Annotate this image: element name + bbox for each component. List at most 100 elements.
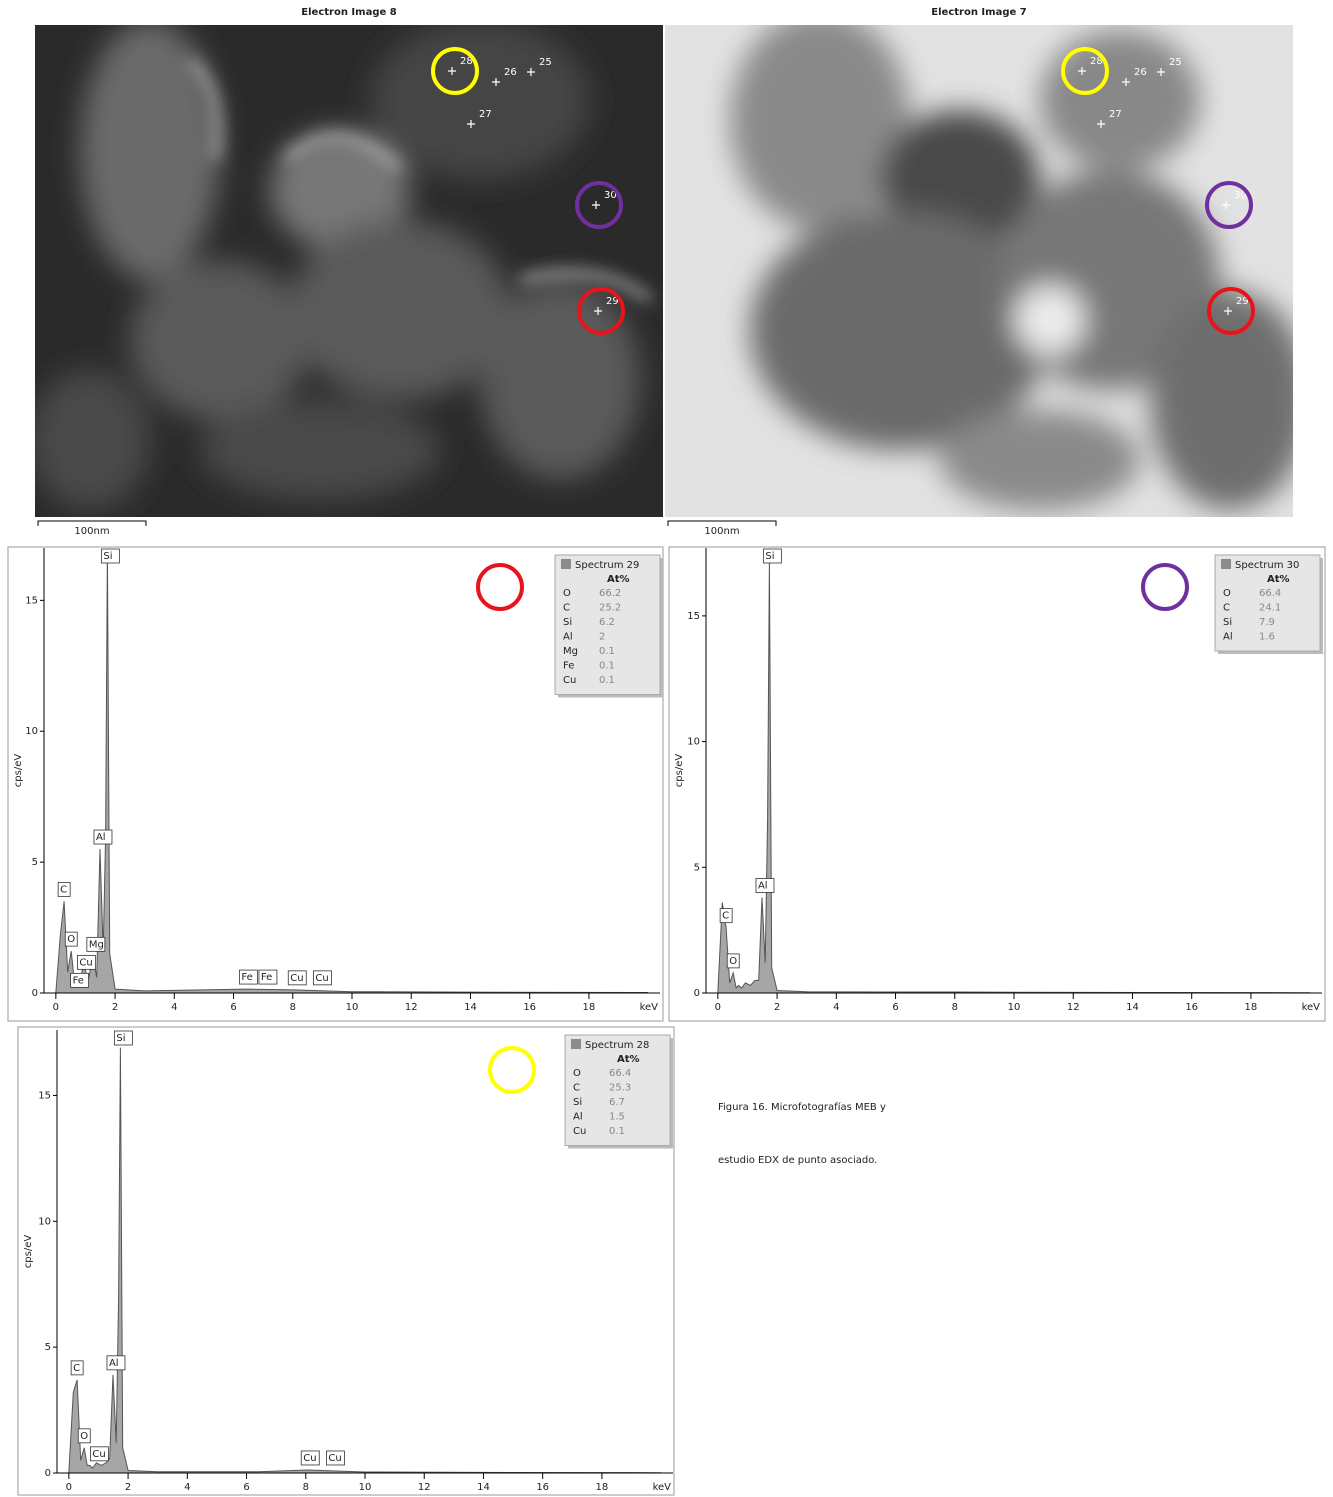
point-label: 27	[1109, 109, 1122, 120]
y-tick-label: 0	[694, 988, 700, 999]
peak-label: Cu	[328, 1453, 341, 1464]
peak-label: Cu	[79, 957, 92, 968]
x-tick-label: 18	[596, 1482, 609, 1493]
x-axis-label: keV	[640, 1002, 659, 1013]
point-label: 27	[479, 109, 492, 120]
legend-element: Si	[563, 617, 572, 628]
y-tick-label: 0	[32, 988, 38, 999]
x-tick-label: 12	[405, 1002, 418, 1013]
legend-value: 1.6	[1259, 632, 1275, 643]
y-tick-label: 5	[694, 862, 700, 873]
x-tick-label: 8	[952, 1002, 958, 1013]
x-tick-label: 14	[464, 1002, 477, 1013]
point-label: 26	[504, 67, 517, 78]
y-tick-label: 10	[687, 737, 700, 748]
legend-value: 25.3	[609, 1083, 631, 1094]
legend-value: 25.2	[599, 603, 621, 614]
legend-value: 0.1	[599, 646, 615, 657]
electron-image-8	[30, 20, 663, 517]
legend-swatch	[571, 1039, 581, 1049]
electron-image-7	[665, 10, 1310, 517]
y-axis-label: cps/eV	[13, 754, 24, 788]
y-tick-label: 5	[32, 857, 38, 868]
legend-value: 6.7	[609, 1097, 625, 1108]
y-tick-label: 15	[38, 1090, 51, 1101]
x-tick-label: 6	[892, 1002, 898, 1013]
legend-value: 24.1	[1259, 603, 1281, 614]
image-title: Electron Image 8	[301, 7, 396, 18]
peak-label: C	[722, 911, 729, 922]
legend-title: Spectrum 30	[1235, 560, 1299, 571]
y-tick-label: 0	[45, 1468, 51, 1479]
x-tick-label: 12	[418, 1482, 431, 1493]
peak-label: Fe	[241, 972, 252, 983]
x-tick-label: 18	[1245, 1002, 1258, 1013]
legend-element: O	[563, 588, 571, 599]
peak-label: Fe	[73, 975, 84, 986]
x-tick-label: 10	[1008, 1002, 1021, 1013]
legend-value: 66.4	[1259, 588, 1281, 599]
x-tick-label: 16	[1185, 1002, 1198, 1013]
x-tick-label: 0	[715, 1002, 721, 1013]
x-tick-label: 16	[536, 1482, 549, 1493]
legend-value: 0.1	[599, 675, 615, 686]
peak-label: Mg	[89, 939, 104, 950]
peak-label: C	[60, 884, 67, 895]
legend-swatch	[561, 559, 571, 569]
x-tick-label: 2	[125, 1482, 131, 1493]
peak-label: Al	[109, 1358, 119, 1369]
x-tick-label: 18	[583, 1002, 596, 1013]
y-tick-label: 5	[45, 1342, 51, 1353]
legend-title: Spectrum 29	[575, 560, 639, 571]
peak-label: Si	[103, 551, 112, 562]
y-tick-label: 15	[687, 611, 700, 622]
x-axis-label: keV	[653, 1482, 672, 1493]
legend-value: 0.1	[599, 661, 615, 672]
legend-element: Fe	[563, 661, 574, 672]
peak-label: O	[67, 934, 75, 945]
image-title: Electron Image 7	[931, 7, 1026, 18]
x-tick-label: 10	[346, 1002, 359, 1013]
peak-label: Si	[116, 1033, 125, 1044]
peak-label: C	[73, 1363, 80, 1374]
legend-element: Cu	[573, 1126, 586, 1137]
legend-element: O	[573, 1068, 581, 1079]
legend-value: 66.4	[609, 1068, 631, 1079]
legend-element: Si	[573, 1097, 582, 1108]
peak-label: Cu	[303, 1453, 316, 1464]
x-tick-label: 16	[523, 1002, 536, 1013]
x-tick-label: 8	[290, 1002, 296, 1013]
legend-element: Cu	[563, 675, 576, 686]
page: Electron Image 8100nm282625273029Electro…	[0, 0, 1333, 1497]
scale-bar-label: 100nm	[74, 526, 109, 537]
caption-line: estudio EDX de punto asociado.	[718, 1155, 877, 1166]
x-tick-label: 14	[1126, 1002, 1139, 1013]
legend-title: Spectrum 28	[585, 1040, 649, 1051]
x-tick-label: 4	[171, 1002, 177, 1013]
legend-element: Al	[573, 1112, 583, 1123]
x-tick-label: 2	[112, 1002, 118, 1013]
legend-value: 1.5	[609, 1112, 625, 1123]
legend-element: O	[1223, 588, 1231, 599]
y-axis-label: cps/eV	[674, 754, 685, 788]
peak-label: Cu	[290, 973, 303, 984]
x-tick-label: 12	[1067, 1002, 1080, 1013]
legend-element: Mg	[563, 646, 578, 657]
peak-label: Cu	[92, 1449, 105, 1460]
x-tick-label: 0	[53, 1002, 59, 1013]
legend-element: Si	[1223, 617, 1232, 628]
peak-label: Al	[758, 880, 768, 891]
point-label: 25	[1169, 57, 1182, 68]
peak-label: Si	[765, 551, 774, 562]
legend-value: 66.2	[599, 588, 621, 599]
legend-element: C	[563, 603, 570, 614]
peak-label: O	[80, 1431, 88, 1442]
x-tick-label: 4	[833, 1002, 839, 1013]
legend-value: 2	[599, 632, 605, 643]
peak-label: Al	[96, 832, 106, 843]
x-tick-label: 2	[774, 1002, 780, 1013]
x-axis-label: keV	[1302, 1002, 1321, 1013]
legend-value: 0.1	[609, 1126, 625, 1137]
legend-element: C	[1223, 603, 1230, 614]
x-tick-label: 10	[359, 1482, 372, 1493]
